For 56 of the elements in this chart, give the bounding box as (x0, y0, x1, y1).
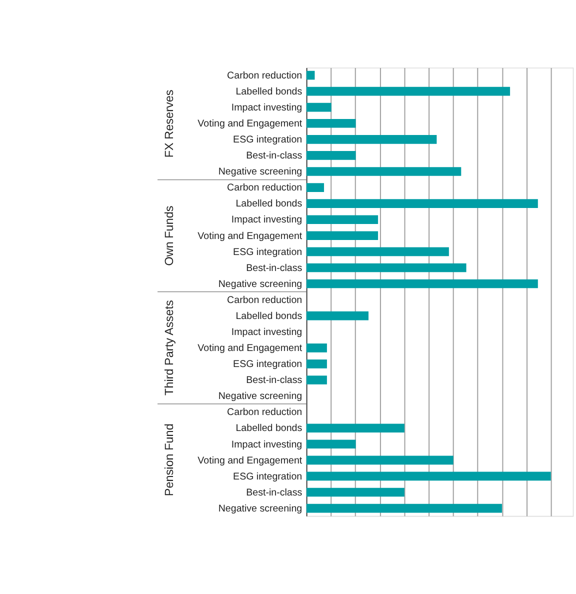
y-tick-label: Best-in-class (246, 375, 302, 386)
y-tick-label: Impact investing (231, 102, 302, 114)
text: FX Reserves (163, 90, 176, 158)
bar (306, 135, 437, 144)
y-tick-label: Best-in-class (246, 150, 302, 162)
y-tick-label: Best-in-class (246, 262, 302, 274)
y-tick-label: Impact investing (231, 439, 302, 450)
y-tick-label: Carbon reduction (227, 294, 302, 306)
bar (306, 472, 551, 481)
text: Own Funds (163, 206, 176, 266)
bar (306, 440, 356, 449)
y-tick-label: Voting and Engagement (198, 230, 302, 242)
bar (306, 215, 378, 224)
y-tick-label: Negative screening (218, 391, 302, 402)
bar (306, 376, 327, 384)
bar (306, 167, 462, 176)
y-tick-label: Impact investing (231, 327, 302, 338)
y-tick-label: Voting and Engagement (198, 343, 302, 354)
bar (306, 424, 404, 433)
y-tick-label: ESG integration (233, 246, 302, 258)
y-tick-label: Labelled bonds (236, 198, 302, 210)
bar (306, 86, 510, 96)
bar (306, 70, 315, 80)
bar (306, 102, 332, 112)
bar (306, 263, 466, 272)
y-tick-label: ESG integration (233, 134, 302, 146)
bar (306, 183, 324, 192)
y-tick-label: Labelled bonds (236, 86, 302, 98)
bar (306, 311, 369, 320)
y-tick-label: Negative screening (218, 166, 302, 178)
bar (306, 231, 378, 240)
text: Pension Fund (163, 424, 176, 496)
y-tick-label: Best-in-class (246, 487, 302, 498)
y-tick-label: Carbon reduction (227, 70, 302, 82)
y-tick-label: Impact investing (231, 214, 302, 226)
y-tick-label: Negative screening (218, 278, 302, 290)
y-tick-label: Voting and Engagement (198, 118, 302, 130)
bar (306, 504, 502, 513)
bar (306, 247, 449, 256)
bar (306, 151, 356, 160)
bar (306, 344, 327, 352)
y-tick-label: Negative screening (218, 503, 302, 514)
y-tick-label: Carbon reduction (227, 407, 302, 418)
bar (306, 118, 356, 128)
bar (306, 199, 538, 208)
bar (306, 279, 538, 288)
bar (306, 456, 454, 465)
y-tick-label: Labelled bonds (236, 423, 302, 434)
y-tick-label: Voting and Engagement (198, 455, 302, 466)
y-tick-label: ESG integration (233, 359, 302, 370)
y-tick-label: Labelled bonds (236, 310, 302, 322)
bar (306, 360, 327, 368)
text: Third Party Assets (163, 300, 176, 396)
y-tick-label: ESG integration (233, 471, 302, 482)
bar (306, 488, 404, 497)
y-tick-label: Carbon reduction (227, 182, 302, 194)
